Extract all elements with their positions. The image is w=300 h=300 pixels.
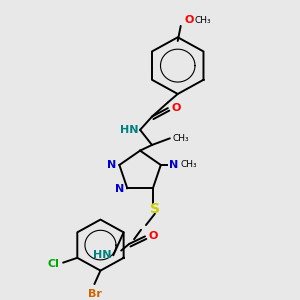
Text: O: O <box>149 231 158 242</box>
Text: O: O <box>185 15 194 25</box>
Text: Br: Br <box>88 290 101 299</box>
Text: HN: HN <box>120 125 138 135</box>
Text: S: S <box>150 202 160 216</box>
Text: N: N <box>115 184 124 194</box>
Text: CH₃: CH₃ <box>195 16 211 25</box>
Text: N: N <box>169 160 178 170</box>
Text: Cl: Cl <box>47 260 59 269</box>
Text: CH₃: CH₃ <box>181 160 197 169</box>
Text: O: O <box>172 103 181 113</box>
Text: HN: HN <box>93 250 111 260</box>
Text: N: N <box>107 160 116 170</box>
Text: CH₃: CH₃ <box>173 134 189 143</box>
